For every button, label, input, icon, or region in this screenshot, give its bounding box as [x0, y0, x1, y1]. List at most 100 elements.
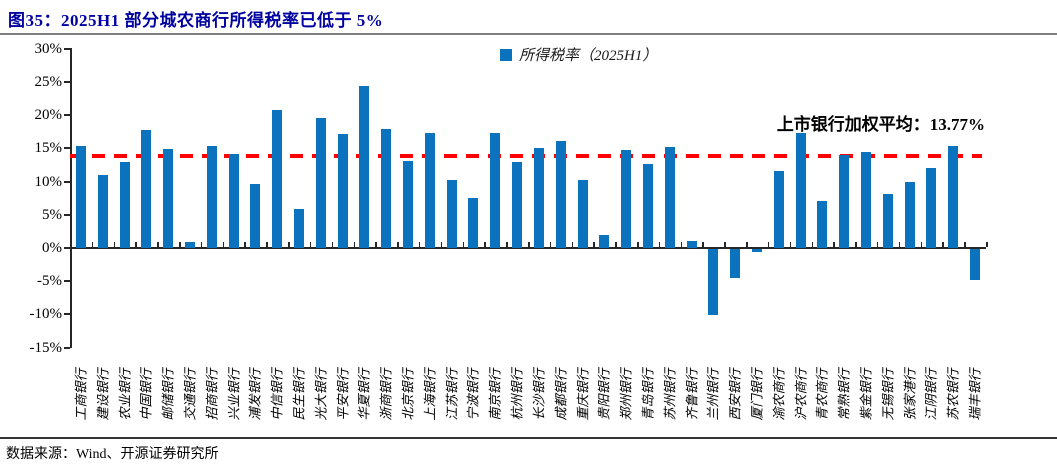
bar — [403, 160, 414, 248]
bar — [163, 148, 174, 248]
x-category-label: 苏州银行 — [662, 368, 678, 421]
x-axis-tick — [593, 242, 595, 247]
x-category-label: 平安银行 — [335, 368, 351, 421]
x-category-label: 中国银行 — [138, 368, 154, 421]
y-axis-tick — [64, 114, 70, 117]
bar — [882, 193, 893, 248]
x-axis-tick — [179, 242, 181, 247]
x-axis-tick — [397, 242, 399, 247]
x-category-label: 杭州银行 — [509, 368, 525, 421]
bar — [621, 149, 632, 248]
bar — [577, 179, 588, 248]
bar — [97, 174, 108, 248]
bar — [206, 145, 217, 248]
x-axis-tick — [462, 242, 465, 247]
x-axis-tick — [113, 242, 116, 247]
x-category-label: 重庆银行 — [575, 368, 591, 421]
figure-title: 图35：2025H1 部分城农商行所得税率已低于 5% — [8, 11, 384, 30]
x-axis-tick — [331, 242, 334, 247]
x-axis-tick — [876, 242, 879, 247]
x-axis-tick — [789, 242, 792, 247]
bar — [970, 249, 981, 281]
bar — [752, 249, 762, 252]
y-axis-tick — [64, 180, 70, 183]
x-category-label: 青农商行 — [814, 368, 830, 421]
y-tick-label: 0% — [42, 240, 62, 256]
bar — [75, 145, 86, 248]
legend-square-icon — [500, 48, 512, 61]
x-category-label: 工商银行 — [73, 368, 89, 421]
x-category-label: 南京银行 — [487, 368, 503, 421]
x-category-label: 交通银行 — [182, 368, 198, 421]
x-axis-tick — [266, 242, 268, 247]
x-category-label: 厦门银行 — [749, 368, 765, 421]
bar — [730, 249, 741, 278]
y-axis-tick — [64, 247, 70, 249]
bar — [555, 141, 566, 248]
x-category-label: 兴业银行 — [226, 368, 242, 421]
y-tick-label: -10% — [29, 306, 63, 323]
bar — [599, 234, 610, 248]
x-category-label: 长沙银行 — [531, 368, 547, 421]
x-axis-tick — [484, 242, 486, 247]
bar — [926, 168, 937, 248]
x-category-label: 郑州银行 — [618, 368, 634, 421]
x-category-label: 苏农银行 — [945, 368, 961, 421]
bar — [642, 163, 653, 248]
x-category-label: 渝农商行 — [771, 368, 787, 421]
x-axis-tick — [767, 242, 770, 247]
x-category-label: 沪农商行 — [793, 368, 809, 421]
x-category-label: 浦发银行 — [247, 368, 263, 421]
x-category-label: 青岛银行 — [640, 368, 656, 421]
x-axis-tick — [724, 242, 726, 247]
x-category-label: 无锡银行 — [880, 368, 896, 421]
x-axis-baseline — [70, 247, 986, 249]
x-axis-tick — [833, 242, 835, 247]
x-axis-tick — [615, 242, 617, 247]
y-axis-tick — [64, 313, 70, 316]
x-axis-tick — [898, 242, 901, 247]
x-category-label: 贵阳银行 — [596, 368, 612, 421]
bar — [533, 148, 544, 248]
x-category-label: 农业银行 — [117, 368, 133, 421]
bar — [250, 183, 261, 248]
y-axis-tick — [64, 47, 70, 50]
bar — [468, 198, 479, 248]
bar — [141, 129, 152, 248]
x-axis-tick — [680, 242, 683, 247]
x-axis-tick — [200, 242, 203, 247]
y-tick-label: 30% — [34, 40, 63, 57]
x-category-label: 兰州银行 — [705, 368, 721, 421]
x-axis-tick — [637, 242, 639, 247]
bar — [272, 110, 283, 248]
x-axis-tick — [506, 242, 508, 247]
x-axis-tick — [288, 242, 290, 247]
bar — [948, 145, 959, 248]
bar — [228, 153, 239, 248]
y-axis — [70, 48, 72, 348]
y-tick-label: 25% — [34, 73, 63, 90]
bar — [490, 133, 501, 248]
title-divider — [0, 33, 1057, 35]
x-axis-tick — [855, 242, 857, 247]
x-axis-tick — [942, 242, 944, 247]
x-axis-tick — [135, 242, 137, 247]
x-category-label: 中信银行 — [269, 368, 285, 421]
bar — [686, 241, 697, 248]
bar — [795, 133, 806, 248]
x-category-label: 北京银行 — [400, 368, 416, 421]
bar — [512, 162, 523, 248]
bar — [446, 180, 457, 248]
y-axis-tick — [64, 80, 70, 83]
x-axis-tick — [375, 242, 377, 247]
x-axis-tick — [440, 242, 443, 247]
x-category-label: 齐鲁银行 — [684, 368, 700, 421]
x-category-label: 招商银行 — [204, 368, 220, 421]
bar — [664, 147, 675, 248]
x-axis-tick — [964, 242, 966, 247]
weighted-average-annotation: 上市银行加权平均：13.77% — [776, 115, 985, 134]
x-axis-tick — [157, 242, 159, 247]
x-axis-tick — [920, 242, 923, 247]
bar — [359, 85, 370, 248]
x-category-label: 民生银行 — [291, 368, 307, 421]
